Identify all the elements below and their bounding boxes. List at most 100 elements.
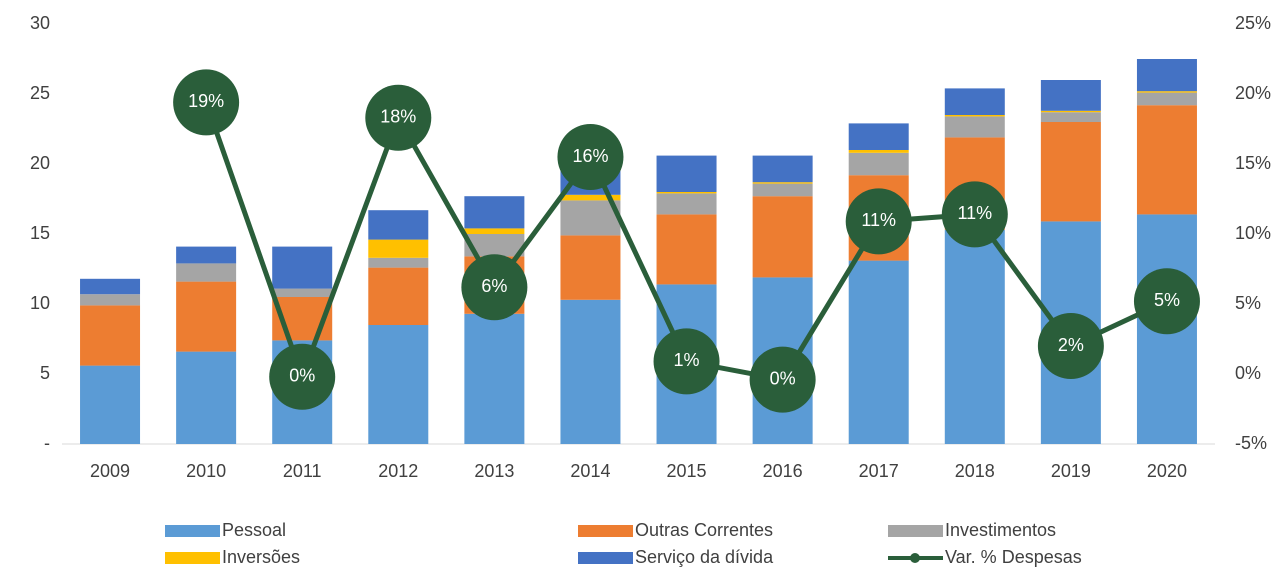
line-point [365,84,432,151]
bar-segment [464,234,525,257]
bar-segment [368,257,429,268]
y-tick-label: 15 [30,223,50,243]
bar-segment [752,182,813,184]
bar-segment [848,260,909,444]
data-label: 11% [861,210,896,230]
data-label: 18% [380,107,416,127]
line-point [557,124,624,190]
y-tick-label: 30 [30,13,50,33]
data-label: 5% [1154,290,1180,310]
x-tick-label: 2019 [1051,461,1091,481]
data-label: 6% [481,276,507,296]
bar-segment [1040,110,1101,113]
bar-segment [560,200,621,236]
x-tick-label: 2012 [378,461,418,481]
legend-label: Investimentos [945,520,1056,540]
bar-segment [1136,91,1197,93]
line-point [1037,313,1104,379]
y2-tick-label: -5% [1235,433,1267,453]
bar-segment [1136,59,1197,92]
data-label: 1% [674,350,700,370]
legend-marker [910,553,920,563]
bar-segment [944,229,1005,444]
legend-label: Inversões [222,547,300,567]
legend-swatch [578,552,633,564]
bar-segment [368,210,429,240]
bar-segment [848,150,909,153]
bar-segment [752,183,813,197]
y2-tick-label: 10% [1235,223,1271,243]
y2-tick-label: 25% [1235,13,1271,33]
bar-segment [176,246,237,264]
x-tick-label: 2018 [955,461,995,481]
bar-segment [80,294,141,306]
x-tick-label: 2016 [763,461,803,481]
bar-segment [560,194,621,201]
data-label: 16% [572,146,608,166]
legend-swatch [165,525,220,537]
data-label: 2% [1058,335,1084,355]
y2-tick-label: 20% [1235,83,1271,103]
bar-segment [80,305,141,366]
line-point [461,254,528,321]
line-point [1133,268,1200,335]
bar-segment [1136,92,1197,106]
bar-segment [464,313,525,444]
bar-segment [656,193,717,215]
bar-segment [176,281,237,352]
bar-segment [368,267,429,325]
bar-segment [752,155,813,183]
bar-segment [80,278,141,295]
bar-segment [368,325,429,444]
line-point [269,343,336,410]
bar-segment [848,152,909,176]
bar-segment [464,228,525,234]
bar-segment [272,246,333,289]
bar-segment [944,115,1005,117]
line-point [845,188,912,255]
y-tick-label: 25 [30,83,50,103]
line-point [653,328,720,395]
y-tick-label: 5 [40,363,50,383]
bar-segment [944,116,1005,138]
bar-segment [752,196,813,278]
bar-segment [560,235,621,300]
bar-segment [560,299,621,444]
y-tick-label: 10 [30,293,50,313]
legend-swatch [888,525,943,537]
legend-label: Pessoal [222,520,286,540]
bar-segment [944,88,1005,115]
legend-label: Outras Correntes [635,520,773,540]
bar-segment [848,123,909,150]
bar-segment [176,351,237,444]
y-tick-label: - [44,433,50,453]
x-tick-label: 2009 [90,461,130,481]
x-tick-label: 2015 [667,461,707,481]
bar-segment [272,288,333,297]
data-label: 19% [188,91,224,111]
legend-swatch [165,552,220,564]
x-tick-label: 2011 [283,461,322,481]
x-tick-label: 2017 [859,461,899,481]
x-tick-label: 2013 [474,461,514,481]
bar-segment [656,214,717,285]
x-tick-label: 2020 [1147,461,1187,481]
bar-segment [1040,122,1101,222]
line-point [941,181,1008,248]
bar-segment [656,192,717,194]
bar-segment [1040,112,1101,122]
data-label: 11% [957,203,992,223]
legend-swatch [578,525,633,537]
y2-tick-label: 5% [1235,293,1261,313]
data-label: 0% [289,366,315,386]
x-tick-label: 2010 [186,461,226,481]
bar-segment [80,365,141,444]
legend-label: Var. % Despesas [945,547,1082,567]
bar-segment [1136,105,1197,215]
bar-segment [464,196,525,229]
y-tick-label: 20 [30,153,50,173]
x-tick-label: 2014 [570,461,610,481]
bar-segment [176,263,237,282]
bar-segment [656,155,717,192]
